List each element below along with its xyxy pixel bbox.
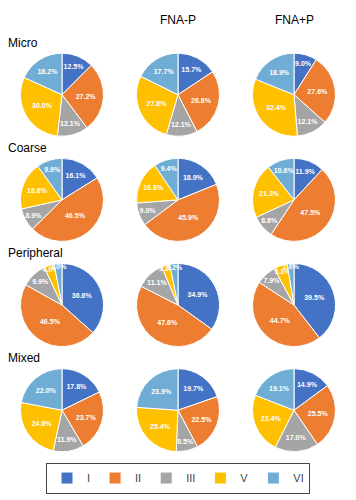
svg-text:30.0%: 30.0% <box>32 102 53 109</box>
svg-text:II: II <box>135 472 141 484</box>
svg-text:9.9%: 9.9% <box>44 166 61 173</box>
svg-text:24.6%: 24.6% <box>32 420 53 427</box>
svg-text:47.5%: 47.5% <box>300 209 321 216</box>
svg-text:18.9%: 18.9% <box>269 69 290 76</box>
svg-text:22.0%: 22.0% <box>36 387 57 394</box>
svg-text:27.6%: 27.6% <box>307 88 328 95</box>
svg-text:7.9%: 7.9% <box>263 277 280 284</box>
svg-text:8.8%: 8.8% <box>261 217 278 224</box>
svg-text:16.1%: 16.1% <box>66 172 87 179</box>
svg-text:27.8%: 27.8% <box>146 100 167 107</box>
svg-text:22.5%: 22.5% <box>191 416 212 423</box>
svg-text:23.4%: 23.4% <box>261 415 282 422</box>
svg-text:9.4%: 9.4% <box>161 165 178 172</box>
svg-text:46.5%: 46.5% <box>40 318 61 325</box>
svg-text:23.9%: 23.9% <box>151 388 172 395</box>
svg-text:12.1%: 12.1% <box>171 121 192 128</box>
svg-text:45.9%: 45.9% <box>178 214 199 221</box>
svg-text:26.8%: 26.8% <box>191 97 212 104</box>
svg-text:10.6%: 10.6% <box>274 167 295 174</box>
svg-text:Micro: Micro <box>8 36 38 50</box>
svg-text:8.5%: 8.5% <box>177 438 194 445</box>
svg-text:FNA+P: FNA+P <box>275 13 314 27</box>
svg-text:3.0%: 3.0% <box>50 263 67 270</box>
svg-text:12.1%: 12.1% <box>60 120 81 127</box>
svg-text:Peripheral: Peripheral <box>8 246 63 260</box>
svg-text:V: V <box>240 472 248 484</box>
svg-text:17.8%: 17.8% <box>66 383 87 390</box>
svg-text:18.2%: 18.2% <box>37 68 58 75</box>
svg-text:39.5%: 39.5% <box>304 294 325 301</box>
svg-text:19.1%: 19.1% <box>269 385 290 392</box>
svg-text:21.3%: 21.3% <box>259 190 280 197</box>
svg-text:36.6%: 36.6% <box>72 292 93 299</box>
svg-text:34.9%: 34.9% <box>188 291 209 298</box>
svg-text:14.9%: 14.9% <box>297 381 318 388</box>
svg-text:47.6%: 47.6% <box>157 319 178 326</box>
svg-text:4.0%: 4.0% <box>42 266 59 274</box>
svg-text:I: I <box>87 472 90 484</box>
svg-text:9.9%: 9.9% <box>32 278 49 285</box>
svg-text:15.7%: 15.7% <box>181 66 202 73</box>
svg-text:32.4%: 32.4% <box>266 104 287 111</box>
svg-text:9.0%: 9.0% <box>140 207 157 214</box>
svg-text:18.6%: 18.6% <box>27 187 48 194</box>
svg-text:19.7%: 19.7% <box>183 385 204 392</box>
svg-text:5.3%: 5.3% <box>274 267 291 275</box>
svg-text:11.1%: 11.1% <box>147 279 167 286</box>
svg-text:2.6%: 2.6% <box>283 263 300 270</box>
svg-text:III: III <box>186 472 195 484</box>
svg-text:27.2%: 27.2% <box>76 93 97 100</box>
svg-text:11.9%: 11.9% <box>57 436 77 443</box>
svg-text:12.1%: 12.1% <box>298 118 319 125</box>
svg-text:VI: VI <box>293 472 303 484</box>
svg-text:11.9%: 11.9% <box>295 168 315 175</box>
svg-text:8.9%: 8.9% <box>25 212 42 219</box>
svg-text:Mixed: Mixed <box>8 351 40 365</box>
svg-text:16.8%: 16.8% <box>143 184 164 191</box>
svg-text:Coarse: Coarse <box>8 141 47 155</box>
svg-text:25.5%: 25.5% <box>308 410 329 417</box>
svg-text:23.7%: 23.7% <box>76 414 97 421</box>
svg-text:17.0%: 17.0% <box>286 434 307 441</box>
svg-text:17.7%: 17.7% <box>154 68 175 75</box>
svg-text:25.4%: 25.4% <box>150 423 171 430</box>
svg-text:44.7%: 44.7% <box>270 317 291 324</box>
svg-text:9.0%: 9.0% <box>295 60 312 67</box>
svg-text:18.9%: 18.9% <box>183 174 204 181</box>
svg-text:12.5%: 12.5% <box>64 63 85 70</box>
svg-text:3.2%: 3.2% <box>166 264 183 271</box>
svg-text:46.5%: 46.5% <box>65 212 86 219</box>
svg-text:FNA-P: FNA-P <box>160 13 196 27</box>
